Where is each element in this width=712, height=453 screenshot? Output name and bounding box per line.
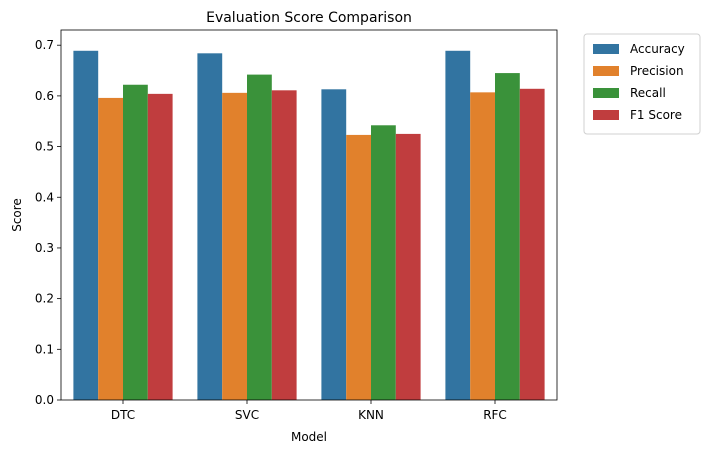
legend: Accuracy Precision Recall F1 Score: [583, 33, 701, 135]
chart-title: Evaluation Score Comparison: [206, 10, 412, 26]
legend-swatch: [593, 88, 619, 98]
y-axis-label: Score: [10, 198, 24, 232]
bar: [346, 134, 371, 401]
bar: [519, 88, 545, 400]
y-tick-label: 0.1: [35, 342, 54, 356]
bar: [147, 93, 173, 401]
bar: [271, 90, 297, 401]
legend-swatch: [593, 44, 619, 54]
bar: [98, 97, 123, 400]
bar: [321, 89, 347, 401]
y-tick-label: 0.3: [35, 241, 54, 255]
bar: [123, 84, 148, 401]
y-tick-label: 0.6: [35, 89, 54, 103]
axes-group: 0.0 0.1 0.2 0.3 0.4 0.5 0.6 0.7 DTC SVC KNN RFC: [35, 29, 558, 422]
legend-box: [583, 33, 701, 135]
bar: [395, 133, 421, 400]
bar: [371, 125, 396, 401]
legend-label: F1 Score: [630, 108, 682, 122]
x-tick-label: DTC: [111, 408, 135, 422]
bars-group: [73, 50, 545, 401]
y-tick-label: 0.7: [35, 38, 54, 52]
legend-swatch: [593, 110, 619, 120]
legend-label: Precision: [630, 64, 684, 78]
bar: [222, 92, 247, 401]
bar: [247, 74, 272, 401]
bar: [470, 92, 495, 400]
bar: [73, 50, 99, 400]
x-tick-label: KNN: [358, 408, 384, 422]
x-axis-label: Model: [291, 430, 327, 444]
bar: [445, 50, 471, 400]
legend-label: Accuracy: [630, 42, 685, 56]
legend-swatch: [593, 66, 619, 76]
bar: [495, 73, 520, 401]
y-tick-label: 0.5: [35, 140, 54, 154]
y-tick-label: 0.2: [35, 292, 54, 306]
y-tick-label: 0.4: [35, 190, 54, 204]
x-tick-label: RFC: [483, 408, 507, 422]
plot-frame: [60, 29, 558, 401]
x-tick-label: SVC: [235, 408, 259, 422]
y-tick-label: 0.0: [35, 393, 54, 407]
bar: [197, 53, 223, 401]
legend-label: Recall: [630, 86, 666, 100]
